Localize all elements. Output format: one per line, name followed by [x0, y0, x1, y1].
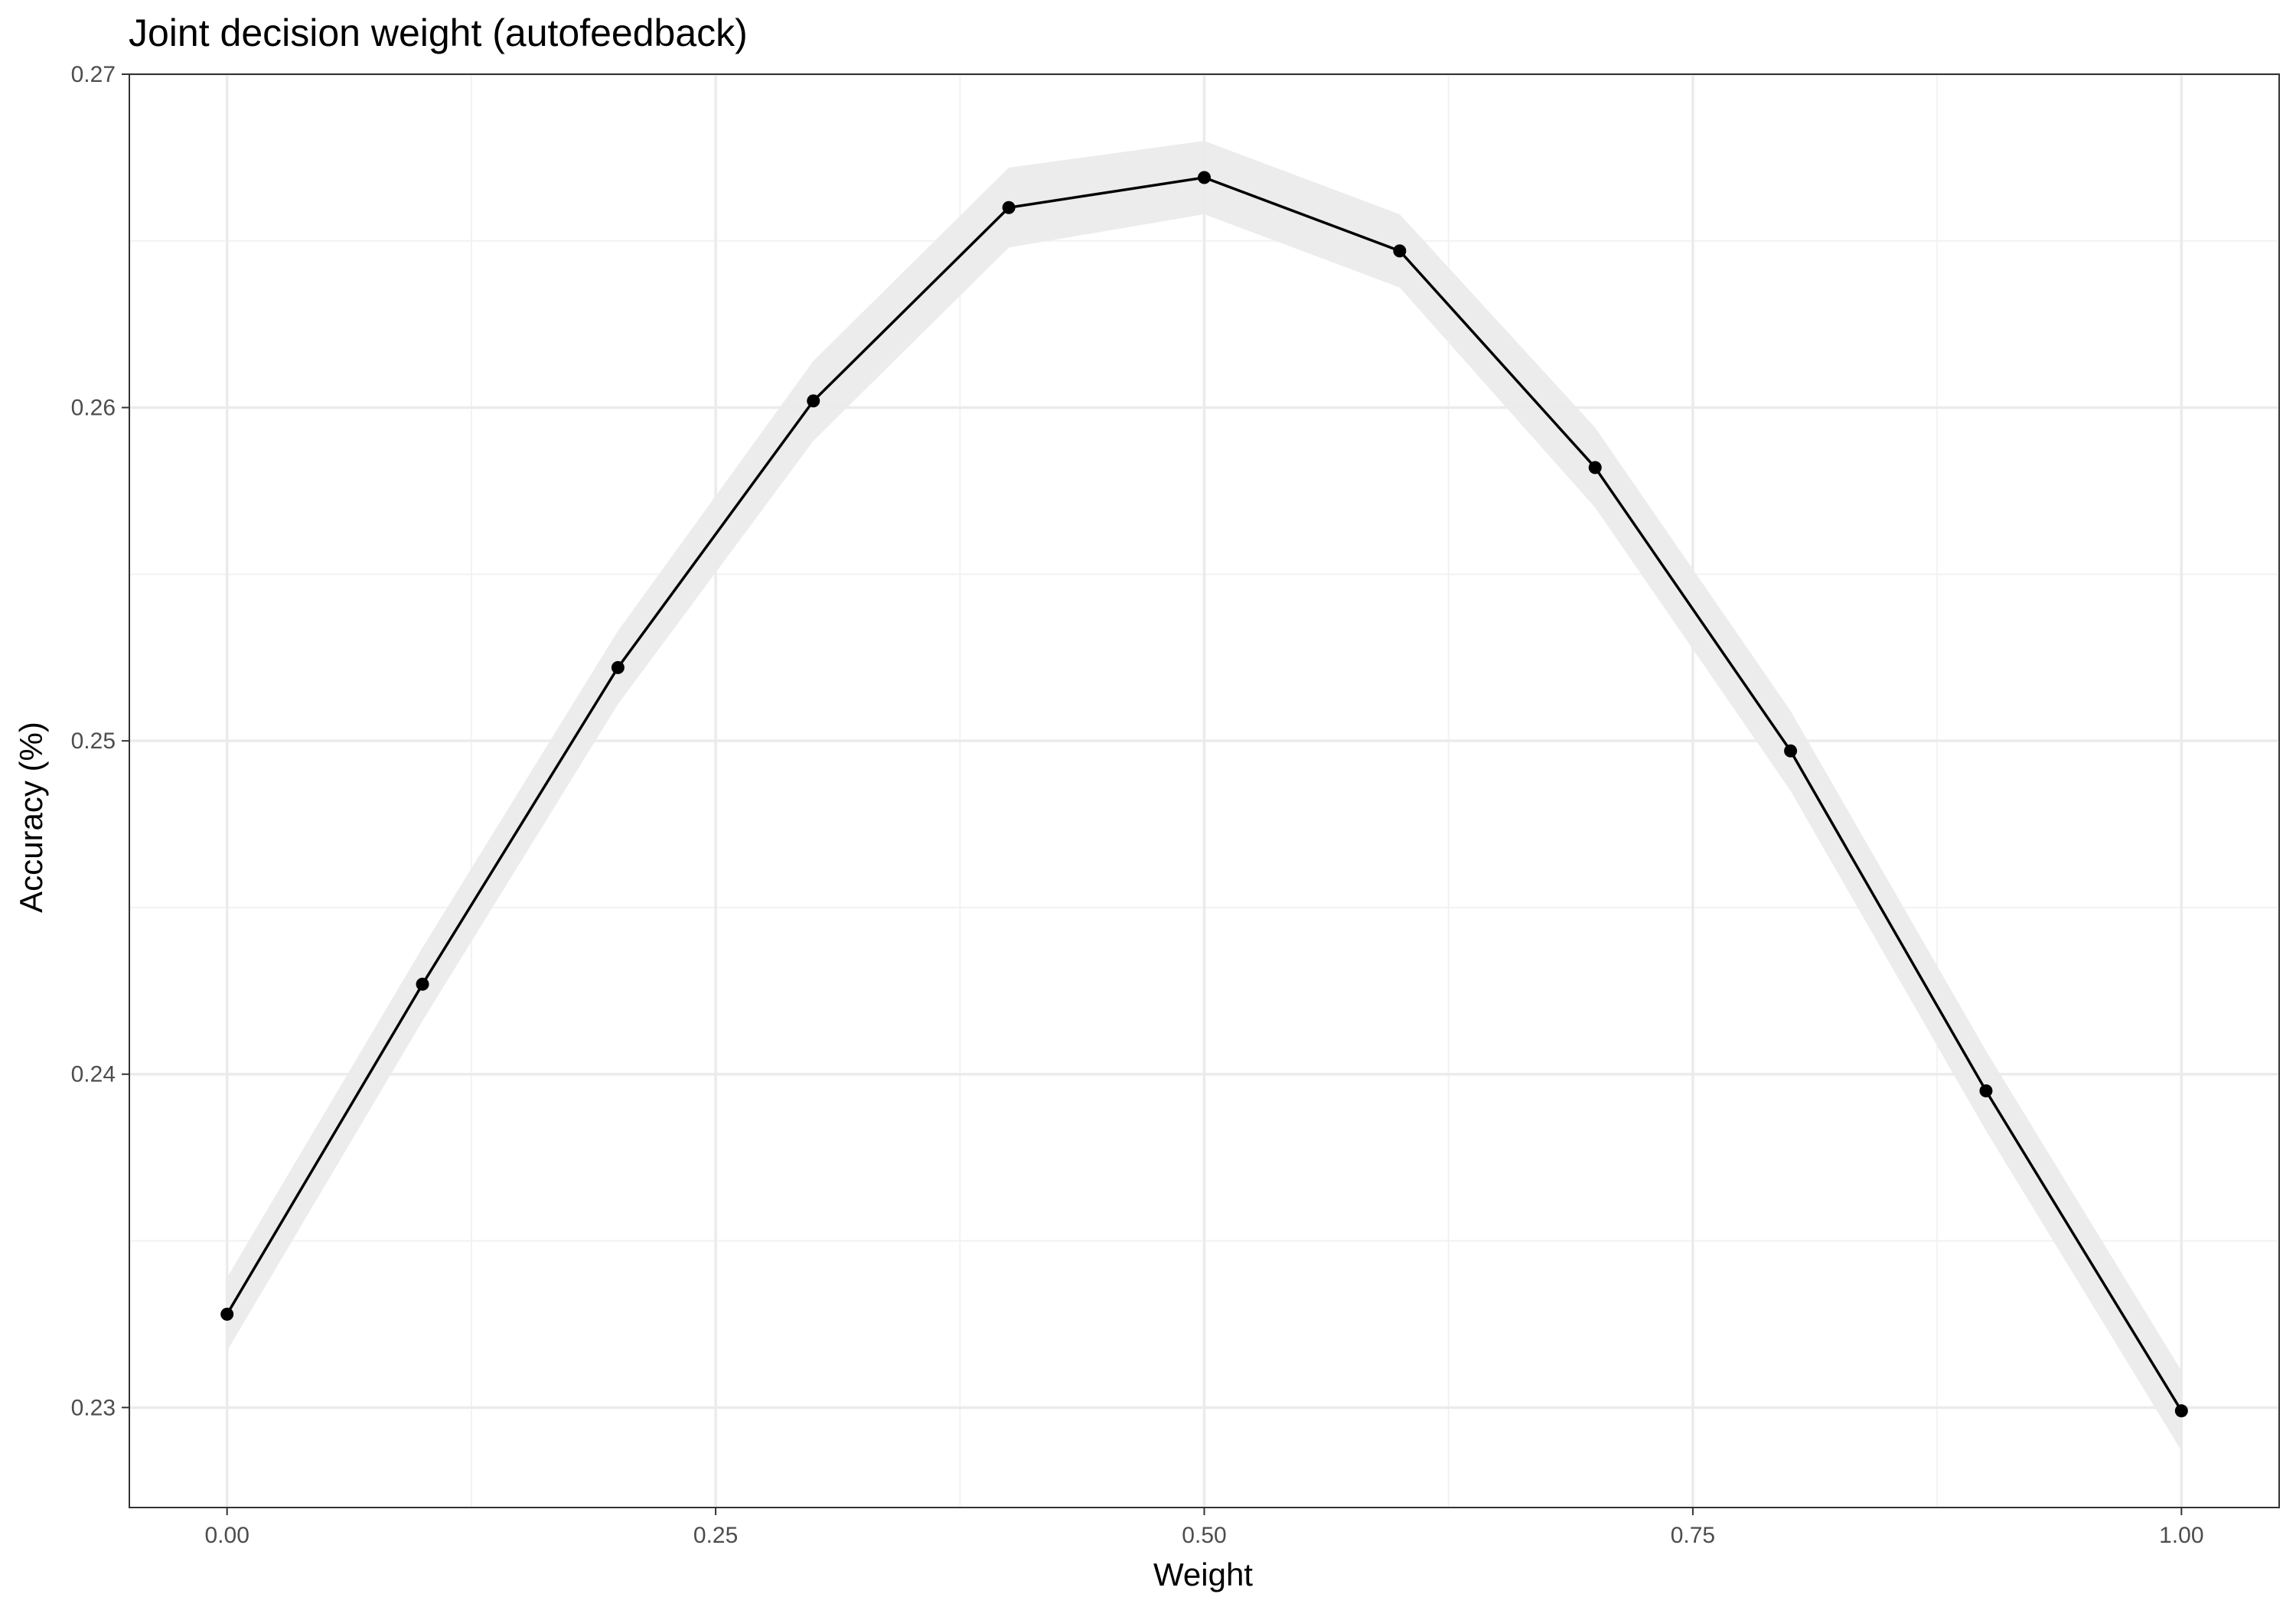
data-point — [611, 660, 625, 674]
data-point — [220, 1307, 234, 1321]
y-tick-label: 0.24 — [71, 1062, 116, 1087]
x-tick-label: 0.25 — [693, 1523, 738, 1548]
data-point — [1198, 171, 1211, 184]
y-tick-label: 0.25 — [71, 729, 116, 754]
x-tick-label: 1.00 — [2159, 1523, 2203, 1548]
data-point — [2174, 1404, 2188, 1418]
data-point — [416, 977, 429, 991]
y-tick-label: 0.26 — [71, 396, 116, 421]
x-axis-title: Weight — [1153, 1556, 1253, 1592]
x-tick-label: 0.75 — [1671, 1523, 1715, 1548]
y-tick-label: 0.27 — [71, 62, 116, 87]
data-point — [1979, 1084, 1993, 1098]
data-point — [1588, 461, 1602, 474]
x-tick-label: 0.50 — [1182, 1523, 1226, 1548]
y-axis-title: Accuracy (%) — [13, 722, 49, 913]
x-tick-label: 0.00 — [204, 1523, 249, 1548]
chart-title: Joint decision weight (autofeedback) — [129, 11, 748, 54]
data-point — [1002, 200, 1016, 214]
data-point — [1393, 244, 1407, 258]
data-point — [1784, 744, 1798, 758]
y-tick-label: 0.23 — [71, 1395, 116, 1420]
data-point — [807, 394, 820, 408]
